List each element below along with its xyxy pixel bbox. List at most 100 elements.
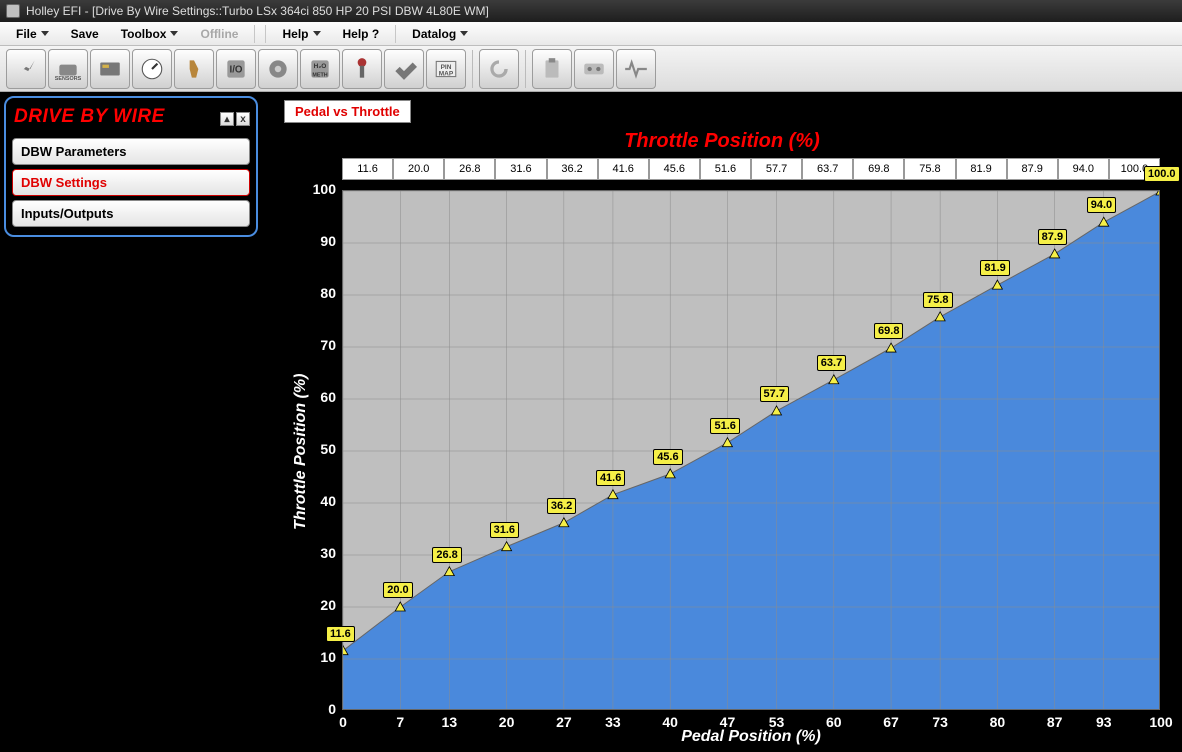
chart-x-axis-label: Pedal Position (%) bbox=[342, 728, 1160, 746]
header-cell[interactable]: 41.6 bbox=[598, 158, 649, 180]
data-point-label[interactable]: 51.6 bbox=[710, 418, 739, 434]
menu-offline: Offline bbox=[190, 25, 248, 43]
toolbar-spark-icon[interactable] bbox=[6, 49, 46, 89]
data-point-label[interactable]: 41.6 bbox=[596, 470, 625, 486]
x-tick-label: 87 bbox=[1040, 714, 1070, 730]
data-point-label[interactable]: 75.8 bbox=[923, 292, 952, 308]
toolbar-wrench-icon[interactable] bbox=[384, 49, 424, 89]
y-tick-label: 100 bbox=[304, 181, 336, 197]
menu-datalog[interactable]: Datalog bbox=[402, 25, 478, 43]
data-point-label[interactable]: 63.7 bbox=[817, 355, 846, 371]
y-tick-label: 60 bbox=[304, 389, 336, 405]
header-cell[interactable]: 57.7 bbox=[751, 158, 802, 180]
header-cell[interactable]: 87.9 bbox=[1007, 158, 1058, 180]
sidebar: DRIVE BY WIRE ▴ x DBW Parameters DBW Sett… bbox=[0, 92, 262, 752]
header-cell[interactable]: 94.0 bbox=[1058, 158, 1109, 180]
x-tick-label: 13 bbox=[434, 714, 464, 730]
toolbar-boost-icon[interactable] bbox=[258, 49, 298, 89]
x-tick-label: 67 bbox=[876, 714, 906, 730]
toolbar-pulse-icon[interactable] bbox=[616, 49, 656, 89]
data-point-label[interactable]: 69.8 bbox=[874, 323, 903, 339]
sidebar-item-inputs-outputs[interactable]: Inputs/Outputs bbox=[12, 200, 250, 227]
header-cell[interactable]: 26.8 bbox=[444, 158, 495, 180]
header-cell[interactable]: 36.2 bbox=[547, 158, 598, 180]
svg-text:H₂O: H₂O bbox=[314, 62, 327, 69]
data-point-label[interactable]: 31.6 bbox=[490, 522, 519, 538]
main-area: Pedal vs Throttle Throttle Position (%) … bbox=[262, 92, 1182, 752]
header-cell[interactable]: 63.7 bbox=[802, 158, 853, 180]
header-cell[interactable]: 51.6 bbox=[700, 158, 751, 180]
panel-close-icon[interactable]: x bbox=[236, 112, 250, 126]
sidebar-panel: DRIVE BY WIRE ▴ x DBW Parameters DBW Sett… bbox=[4, 96, 258, 237]
toolbar-sensors-icon[interactable]: SENSORS bbox=[48, 49, 88, 89]
x-tick-label: 20 bbox=[492, 714, 522, 730]
data-point-label[interactable]: 45.6 bbox=[653, 449, 682, 465]
svg-text:METH: METH bbox=[312, 72, 327, 78]
toolbar-dash-icon[interactable] bbox=[574, 49, 614, 89]
header-cell[interactable]: 11.6 bbox=[342, 158, 393, 180]
toolbar-ecu-icon[interactable] bbox=[90, 49, 130, 89]
menu-help[interactable]: Help bbox=[272, 25, 330, 43]
svg-text:MAP: MAP bbox=[439, 70, 454, 77]
header-cell[interactable]: 75.8 bbox=[904, 158, 955, 180]
x-tick-label: 73 bbox=[925, 714, 955, 730]
x-tick-label: 27 bbox=[549, 714, 579, 730]
menu-file[interactable]: File bbox=[6, 25, 59, 43]
y-tick-label: 80 bbox=[304, 285, 336, 301]
menu-help[interactable]: Help ? bbox=[333, 25, 390, 43]
menu-toolbox[interactable]: Toolbox bbox=[111, 25, 189, 43]
x-tick-label: 0 bbox=[328, 714, 358, 730]
header-cell[interactable]: 69.8 bbox=[853, 158, 904, 180]
y-tick-label: 70 bbox=[304, 337, 336, 353]
y-tick-label: 50 bbox=[304, 441, 336, 457]
chart-plot[interactable] bbox=[342, 190, 1160, 710]
svg-text:I/O: I/O bbox=[229, 64, 242, 75]
data-point-label[interactable]: 100.0 bbox=[1144, 166, 1180, 182]
sidebar-item-dbw-parameters[interactable]: DBW Parameters bbox=[12, 138, 250, 165]
toolbar-gauge-icon[interactable] bbox=[132, 49, 172, 89]
x-tick-label: 47 bbox=[712, 714, 742, 730]
data-point-label[interactable]: 57.7 bbox=[760, 386, 789, 402]
panel-collapse-icon[interactable]: ▴ bbox=[220, 112, 234, 126]
data-point-label[interactable]: 36.2 bbox=[547, 498, 576, 514]
toolbar-io-icon[interactable]: I/O bbox=[216, 49, 256, 89]
sidebar-title: DRIVE BY WIRE bbox=[12, 104, 167, 134]
chart-header-row: 11.620.026.831.636.241.645.651.657.763.7… bbox=[342, 158, 1160, 180]
y-tick-label: 90 bbox=[304, 233, 336, 249]
x-tick-label: 7 bbox=[385, 714, 415, 730]
toolbar-sync-icon[interactable] bbox=[479, 49, 519, 89]
data-point-label[interactable]: 87.9 bbox=[1038, 229, 1067, 245]
window-title: Holley EFI - [Drive By Wire Settings::Tu… bbox=[26, 4, 489, 18]
x-tick-label: 100 bbox=[1146, 714, 1176, 730]
toolbar-injector-icon[interactable] bbox=[174, 49, 214, 89]
header-cell[interactable]: 20.0 bbox=[393, 158, 444, 180]
data-point-label[interactable]: 26.8 bbox=[432, 547, 461, 563]
svg-text:SENSORS: SENSORS bbox=[55, 75, 81, 81]
app-icon bbox=[6, 4, 20, 18]
header-cell[interactable]: 45.6 bbox=[649, 158, 700, 180]
toolbar-shift-icon[interactable] bbox=[342, 49, 382, 89]
toolbar-clipboard-icon[interactable] bbox=[532, 49, 572, 89]
menubar: FileSaveToolboxOffline HelpHelp ? Datalog bbox=[0, 22, 1182, 46]
x-tick-label: 60 bbox=[819, 714, 849, 730]
header-cell[interactable]: 31.6 bbox=[495, 158, 546, 180]
data-point-label[interactable]: 11.6 bbox=[326, 626, 355, 642]
data-point-label[interactable]: 20.0 bbox=[383, 582, 412, 598]
workspace: DRIVE BY WIRE ▴ x DBW Parameters DBW Sett… bbox=[0, 92, 1182, 752]
y-tick-label: 10 bbox=[304, 649, 336, 665]
toolbar-meth-icon[interactable]: H₂O METH bbox=[300, 49, 340, 89]
x-tick-label: 33 bbox=[598, 714, 628, 730]
tab-pedal-vs-throttle[interactable]: Pedal vs Throttle bbox=[284, 100, 411, 123]
menu-save[interactable]: Save bbox=[61, 25, 109, 43]
x-tick-label: 80 bbox=[982, 714, 1012, 730]
data-point-label[interactable]: 94.0 bbox=[1087, 197, 1116, 213]
toolbar-pinmap-icon[interactable]: PINMAP bbox=[426, 49, 466, 89]
y-tick-label: 20 bbox=[304, 597, 336, 613]
data-point-label[interactable]: 81.9 bbox=[980, 260, 1009, 276]
header-cell[interactable]: 81.9 bbox=[956, 158, 1007, 180]
sidebar-item-dbw-settings[interactable]: DBW Settings bbox=[12, 169, 250, 196]
chart-title: Throttle Position (%) bbox=[262, 130, 1182, 153]
y-tick-label: 30 bbox=[304, 545, 336, 561]
toolbar: SENSORS I/O H₂O METH PINMAP bbox=[0, 46, 1182, 92]
window-titlebar: Holley EFI - [Drive By Wire Settings::Tu… bbox=[0, 0, 1182, 22]
